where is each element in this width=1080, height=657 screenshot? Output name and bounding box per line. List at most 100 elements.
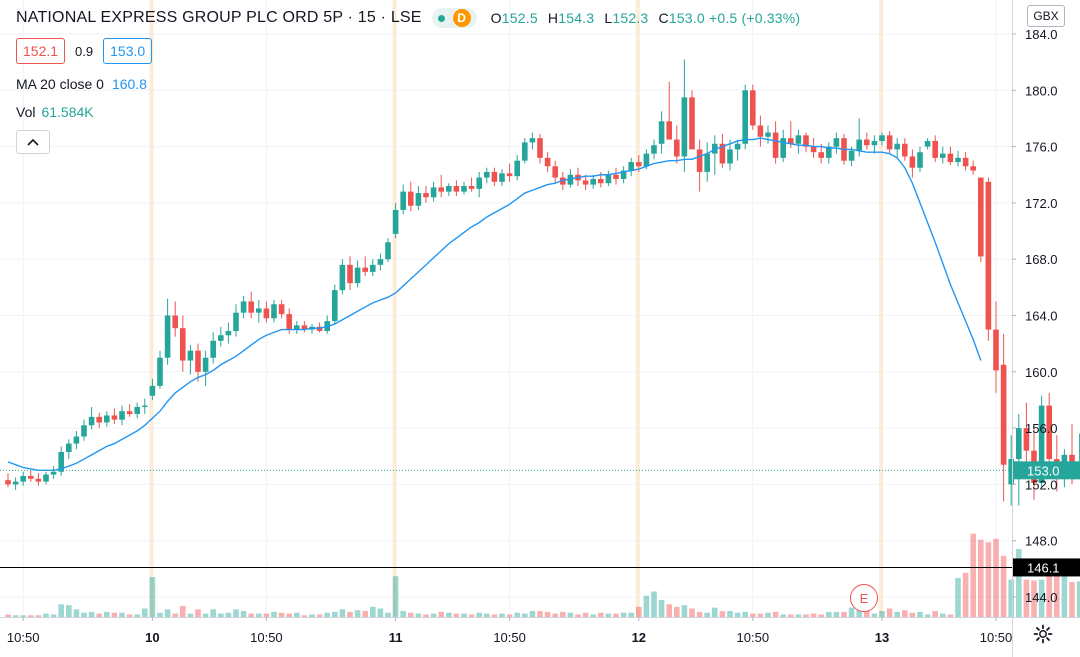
candle-body xyxy=(522,142,528,161)
candle-body xyxy=(332,290,338,322)
volume-bar xyxy=(871,613,878,617)
candle-body xyxy=(544,157,551,167)
volume-bar xyxy=(1031,580,1037,617)
candle-body xyxy=(765,132,771,137)
x-tick-label: 10:50 xyxy=(980,630,1013,645)
x-tick-label: 10:50 xyxy=(737,630,770,645)
volume-bar xyxy=(962,572,969,617)
volume-bar xyxy=(582,612,589,617)
volume-bar xyxy=(696,611,703,617)
candle-body xyxy=(605,174,612,184)
volume-indicator-legend[interactable]: Vol 61.584K xyxy=(16,104,800,120)
candle-body xyxy=(111,415,118,420)
candle-body xyxy=(894,143,900,150)
candle-body xyxy=(278,304,285,315)
volume-bar xyxy=(180,605,186,617)
candle-body xyxy=(962,157,969,167)
candle-body xyxy=(408,191,414,206)
candle-body xyxy=(795,135,802,144)
candle-body xyxy=(674,139,680,157)
candle-body xyxy=(438,187,444,192)
candle-body xyxy=(12,481,19,485)
volume-bar xyxy=(598,612,604,617)
volume-bar xyxy=(225,612,232,617)
volume-bar xyxy=(309,614,315,617)
session-break xyxy=(879,0,883,617)
volume-bar xyxy=(955,577,961,617)
currency-label[interactable]: GBX xyxy=(1027,5,1065,27)
symbol-title[interactable]: NATIONAL EXPRESS GROUP PLC ORD 5P · 15 ·… xyxy=(16,9,422,26)
volume-bar xyxy=(491,614,498,617)
candle-body xyxy=(484,171,490,178)
candle-body xyxy=(788,138,794,144)
candle-body xyxy=(316,326,323,331)
legend-title-row: NATIONAL EXPRESS GROUP PLC ORD 5P · 15 ·… xyxy=(16,6,800,30)
volume-bar xyxy=(362,611,368,617)
volume-bar xyxy=(385,612,391,617)
candle-body xyxy=(248,301,254,313)
candle-body xyxy=(354,267,361,284)
earnings-marker[interactable]: E xyxy=(850,584,878,612)
candle-body xyxy=(658,121,665,144)
candle-body xyxy=(142,405,148,407)
volume-bar xyxy=(1054,576,1060,617)
candle-body xyxy=(50,471,57,475)
buy-price-button[interactable]: 153.0 xyxy=(103,38,153,64)
volume-bar xyxy=(712,607,718,617)
volume-bar xyxy=(240,611,247,617)
volume-bar xyxy=(522,613,528,617)
volume-bar xyxy=(970,533,976,617)
y-tick-label: 144.0 xyxy=(1025,590,1058,605)
gear-icon[interactable] xyxy=(1033,624,1053,650)
volume-bar xyxy=(256,613,262,617)
candle-body xyxy=(651,145,657,154)
candle-body xyxy=(552,166,558,178)
volume-bar xyxy=(727,611,733,617)
candle-body xyxy=(590,178,596,185)
candle-body xyxy=(104,415,110,423)
ohlc-values: O152.5 H154.3 L152.3 C153.0 +0.5 (+0.33%… xyxy=(491,10,801,26)
candle-body xyxy=(195,350,201,372)
volume-bar xyxy=(856,610,862,617)
volume-bar xyxy=(1038,579,1045,617)
volume-bar xyxy=(780,614,786,617)
market-status[interactable]: D xyxy=(431,8,477,28)
volume-bar xyxy=(430,613,437,617)
volume-bar xyxy=(575,614,581,617)
y-tick-label: 172.0 xyxy=(1025,196,1058,211)
volume-bar xyxy=(484,613,490,617)
y-tick-label: 160.0 xyxy=(1025,365,1058,380)
volume-bar xyxy=(271,611,277,617)
volume-bar xyxy=(453,613,460,617)
y-tick-label: 168.0 xyxy=(1025,252,1058,267)
volume-bar xyxy=(841,611,847,617)
ma-indicator-legend[interactable]: MA 20 close 0 160.8 xyxy=(16,76,800,92)
candle-body xyxy=(772,132,779,158)
candle-body xyxy=(347,264,353,284)
crosshair-price-label-bg xyxy=(1013,558,1080,577)
candle-body xyxy=(529,138,536,143)
volume-bar xyxy=(126,614,133,617)
candle-body xyxy=(423,193,429,198)
market-open-dot-icon xyxy=(437,14,445,22)
volume-bar xyxy=(134,614,140,617)
candle-body xyxy=(780,138,786,158)
volume-bar xyxy=(613,613,619,617)
volume-bar xyxy=(750,613,756,617)
volume-bar xyxy=(104,611,110,617)
volume-bar xyxy=(1023,579,1030,617)
volume-bar xyxy=(415,613,422,617)
volume-bar xyxy=(28,615,34,617)
collapse-legend-button[interactable] xyxy=(16,130,50,154)
candle-body xyxy=(750,90,756,126)
candle-body xyxy=(180,328,186,361)
sell-price-button[interactable]: 152.1 xyxy=(16,38,66,64)
volume-bar xyxy=(742,611,748,617)
candle-body xyxy=(28,475,34,479)
volume-bar xyxy=(940,613,946,617)
y-tick-label: 164.0 xyxy=(1025,309,1058,324)
volume-bar xyxy=(689,608,695,617)
ma20-line xyxy=(7,137,982,472)
